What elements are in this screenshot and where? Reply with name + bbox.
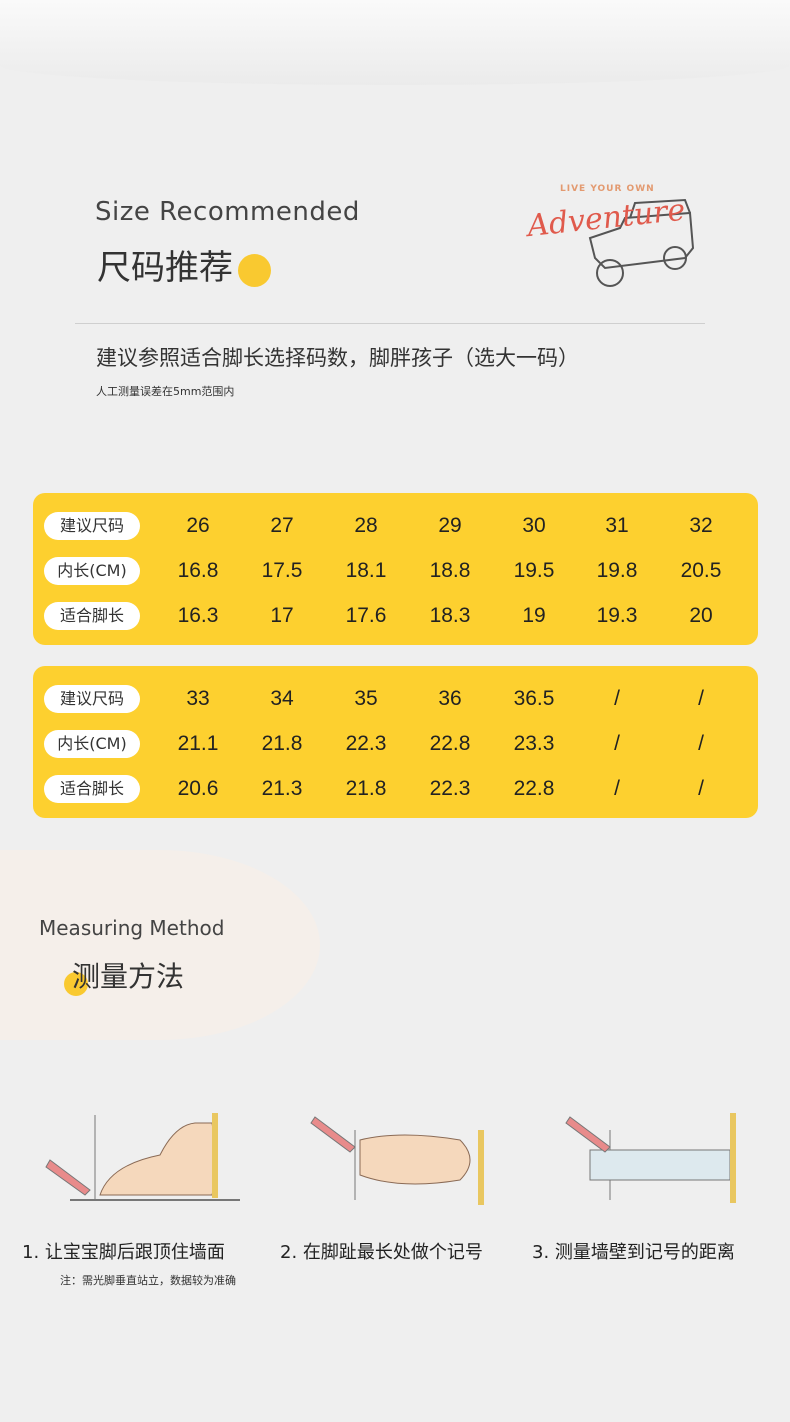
- advice-note: 人工测量误差在5mm范围内: [96, 385, 235, 398]
- row-label: 适合脚长: [44, 602, 140, 630]
- table-cell: /: [698, 777, 704, 800]
- table-cell: 16.3: [177, 604, 219, 627]
- step-2: 2. 在脚趾最长处做个记号: [280, 1242, 483, 1263]
- table-cell: 22.8: [429, 732, 471, 755]
- table-cell: 32: [689, 514, 713, 537]
- table-cell: 19.8: [596, 559, 638, 582]
- table-cell: 21.8: [345, 777, 387, 800]
- top-band: [0, 0, 790, 85]
- table-row: 内长(CM) 16.8 17.5 18.1 18.8 19.5 19.8 20.5: [33, 555, 758, 585]
- table-cell: 21.8: [261, 732, 303, 755]
- method-note: 注：需光脚垂直站立，数据较为准确: [60, 1274, 236, 1287]
- row-label: 适合脚长: [44, 775, 140, 803]
- table-cell: /: [614, 777, 620, 800]
- advice-text: 建议参照适合脚长选择码数，脚胖孩子（选大一码）: [96, 346, 579, 370]
- table-cell: 34: [270, 687, 294, 710]
- row-label: 内长(CM): [44, 557, 140, 585]
- accent-dot: [64, 972, 88, 996]
- size-title-en: Size Recommended: [95, 197, 360, 227]
- table-cell: 20: [689, 604, 713, 627]
- table-cell: 17: [270, 604, 294, 627]
- step-3: 3. 测量墙壁到记号的距离: [532, 1242, 735, 1263]
- svg-text:LIVE YOUR OWN: LIVE YOUR OWN: [560, 184, 655, 194]
- table-row: 建议尺码 26 27 28 29 30 31 32: [33, 510, 758, 540]
- table-cell: /: [698, 732, 704, 755]
- table-cell: 22.3: [429, 777, 471, 800]
- table-cell: 27: [270, 514, 294, 537]
- decorative-blob: [0, 850, 320, 1040]
- table-row: 内长(CM) 21.1 21.8 22.3 22.8 23.3 / /: [33, 728, 758, 758]
- table-cell: 21.1: [177, 732, 219, 755]
- table-cell: 17.5: [261, 559, 303, 582]
- table-cell: 20.6: [177, 777, 219, 800]
- table-cell: 22.8: [513, 777, 555, 800]
- step3-ruler-illustration: [565, 1113, 736, 1203]
- table-cell: /: [698, 687, 704, 710]
- table-cell: 31: [605, 514, 629, 537]
- table-cell: 16.8: [177, 559, 219, 582]
- table-cell: 28: [354, 514, 378, 537]
- table-cell: 35: [354, 687, 378, 710]
- table-cell: 18.1: [345, 559, 387, 582]
- table-cell: 18.3: [429, 604, 471, 627]
- table-cell: 30: [522, 514, 546, 537]
- step1-heel-illustration: [45, 1113, 240, 1201]
- table-cell: 22.3: [345, 732, 387, 755]
- row-label: 内长(CM): [44, 730, 140, 758]
- adventure-logo: LIVE YOUR OWN Adventure: [523, 178, 700, 293]
- table-cell: 19.5: [513, 559, 555, 582]
- table-row: 适合脚长 20.6 21.3 21.8 22.3 22.8 / /: [33, 773, 758, 803]
- method-title-cn: 测量方法: [72, 960, 185, 993]
- svg-text:Adventure: Adventure: [525, 193, 687, 245]
- table-cell: /: [614, 687, 620, 710]
- table-cell: 33: [186, 687, 210, 710]
- table-cell: 17.6: [345, 604, 387, 627]
- jeep-icon: LIVE YOUR OWN Adventure: [523, 184, 695, 287]
- size-title-cn: 尺码推荐: [97, 248, 233, 288]
- table-cell: 21.3: [261, 777, 303, 800]
- table-cell: 29: [438, 514, 462, 537]
- step2-mark-illustration: [310, 1116, 484, 1205]
- table-cell: 23.3: [513, 732, 555, 755]
- row-label: 建议尺码: [44, 512, 140, 540]
- accent-dot: [238, 254, 271, 287]
- table-cell: 36: [438, 687, 462, 710]
- table-cell: 36.5: [513, 687, 555, 710]
- table-row: 适合脚长 16.3 17 17.6 18.3 19 19.3 20: [33, 600, 758, 630]
- divider: [75, 323, 705, 324]
- table-cell: 20.5: [680, 559, 722, 582]
- table-cell: 26: [186, 514, 210, 537]
- table-cell: 19: [522, 604, 546, 627]
- size-table: 建议尺码 26 27 28 29 30 31 32 内长(CM) 16.8 17.5 18.1 18.8…: [33, 493, 758, 645]
- table-cell: 19.3: [596, 604, 638, 627]
- step-1: 1. 让宝宝脚后跟顶住墙面: [22, 1242, 225, 1263]
- table-cell: /: [614, 732, 620, 755]
- row-label: 建议尺码: [44, 685, 140, 713]
- table-cell: 18.8: [429, 559, 471, 582]
- table-row: 建议尺码 33 34 35 36 36.5 / /: [33, 683, 758, 713]
- size-table: 建议尺码 33 34 35 36 36.5 / / 内长(CM) 21.1 21.8 22.3 22.8…: [33, 666, 758, 818]
- method-title-en: Measuring Method: [39, 916, 225, 940]
